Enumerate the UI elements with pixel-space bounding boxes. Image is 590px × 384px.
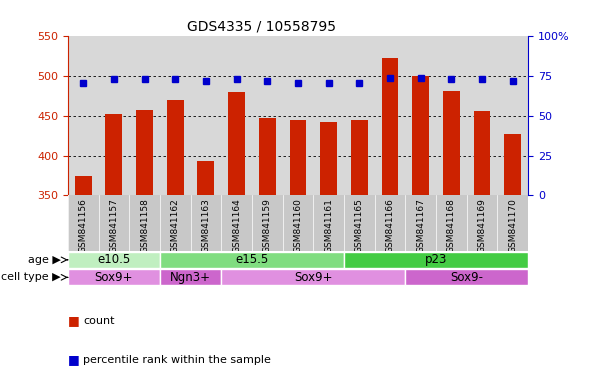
Text: GSM841161: GSM841161 [324,198,333,253]
Text: age: age [0,383,1,384]
Bar [382,58,398,384]
Text: Sox9+: Sox9+ [294,271,333,284]
Bar [351,120,368,384]
Text: GSM841159: GSM841159 [263,198,272,253]
Bar [443,91,460,384]
Text: Sox9-: Sox9- [450,271,483,284]
Text: GSM841167: GSM841167 [416,198,425,253]
Text: count: count [83,316,114,326]
Text: cell type ▶: cell type ▶ [1,272,61,282]
Bar [75,175,91,384]
Bar [259,118,276,384]
Bar [221,270,405,285]
Bar [136,111,153,384]
Bar [228,92,245,384]
Text: GSM841163: GSM841163 [201,198,211,253]
Text: p23: p23 [425,253,447,266]
Text: GSM841166: GSM841166 [385,198,395,253]
Text: GSM841165: GSM841165 [355,198,364,253]
Bar [68,252,160,268]
Bar [320,122,337,384]
Bar [68,270,160,285]
Bar [412,76,429,384]
Bar [160,252,344,268]
Text: GSM841170: GSM841170 [508,198,517,253]
Text: count: count [0,383,1,384]
Bar [106,114,122,384]
Text: percentile rank within the sample: percentile rank within the sample [0,383,1,384]
Bar [504,134,521,384]
Bar [198,161,214,384]
Bar [405,270,528,285]
Text: GSM841164: GSM841164 [232,198,241,253]
Text: GSM841157: GSM841157 [109,198,119,253]
Bar [160,270,221,285]
Text: cell type: cell type [0,383,1,384]
Text: GSM841168: GSM841168 [447,198,456,253]
Text: age ▶: age ▶ [28,255,61,265]
Text: ■: ■ [0,383,1,384]
Bar [474,111,490,384]
Text: percentile rank within the sample: percentile rank within the sample [83,355,271,365]
Text: GSM841169: GSM841169 [477,198,487,253]
Text: GSM841160: GSM841160 [293,198,303,253]
Bar [290,120,306,384]
Bar [344,252,528,268]
Text: ■  count: ■ count [0,383,1,384]
Bar [167,100,183,384]
Title: GDS4335 / 10558795: GDS4335 / 10558795 [186,20,336,34]
Text: GSM841158: GSM841158 [140,198,149,253]
Text: ■: ■ [68,353,80,366]
Text: e15.5: e15.5 [235,253,268,266]
Text: e10.5: e10.5 [97,253,130,266]
Text: ■: ■ [68,314,80,328]
Text: GSM841162: GSM841162 [171,198,180,253]
Text: Ngn3+: Ngn3+ [170,271,211,284]
Text: Sox9+: Sox9+ [94,271,133,284]
Text: GSM841156: GSM841156 [78,198,88,253]
